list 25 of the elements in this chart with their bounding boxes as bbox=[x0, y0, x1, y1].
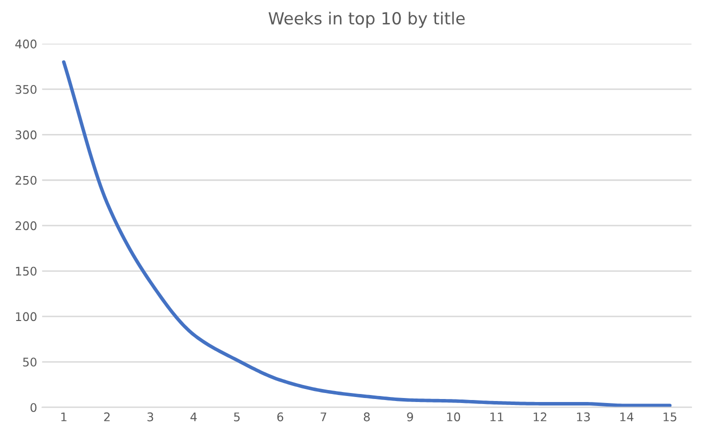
y-tick-label: 100 bbox=[16, 312, 36, 322]
y-tick-label: 350 bbox=[16, 84, 36, 94]
y-tick-label: 0 bbox=[30, 403, 36, 412]
x-tick-label: 11 bbox=[490, 412, 504, 422]
chart-title: Weeks in top 10 by title bbox=[268, 12, 465, 28]
x-tick-label: 3 bbox=[147, 412, 154, 422]
y-tick-label: 50 bbox=[23, 358, 36, 367]
y-tick-label: 300 bbox=[16, 130, 36, 140]
x-tick-label: 8 bbox=[364, 412, 370, 422]
y-tick-label: 400 bbox=[15, 40, 36, 48]
x-tick-label: 10 bbox=[447, 412, 460, 422]
x-tick-label: 13 bbox=[577, 412, 590, 422]
x-tick-label: 7 bbox=[320, 412, 326, 422]
x-tick-label: 15 bbox=[664, 412, 676, 422]
x-tick-label: 1 bbox=[61, 412, 66, 422]
x-tick-label: 2 bbox=[104, 412, 110, 422]
x-tick-label: 5 bbox=[234, 412, 240, 422]
y-tick-label: 250 bbox=[16, 176, 36, 185]
x-tick-label: 4 bbox=[190, 412, 197, 422]
x-tick-label: 12 bbox=[534, 412, 546, 422]
x-tick-label: 6 bbox=[277, 412, 284, 422]
y-tick-label: 150 bbox=[16, 266, 36, 276]
x-tick-label: 9 bbox=[407, 412, 414, 422]
x-tick-label: 14 bbox=[620, 412, 634, 422]
y-tick-label: 200 bbox=[16, 221, 36, 230]
